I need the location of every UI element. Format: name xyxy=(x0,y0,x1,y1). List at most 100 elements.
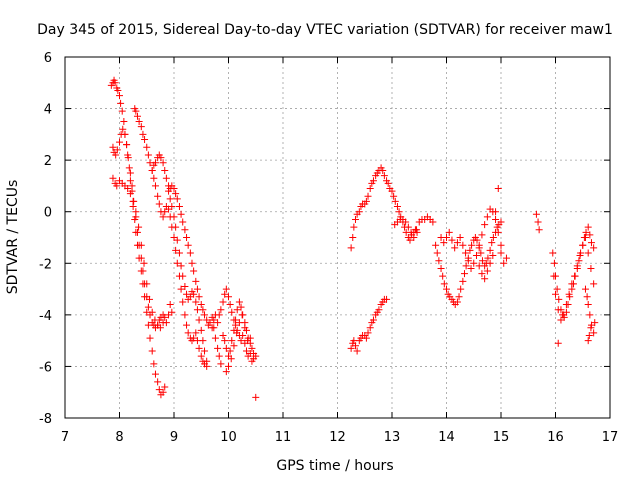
data-point xyxy=(565,290,573,298)
data-point xyxy=(492,215,500,223)
data-point xyxy=(211,334,219,342)
data-point xyxy=(557,316,565,324)
data-point xyxy=(439,272,447,280)
data-point xyxy=(478,270,486,278)
data-point xyxy=(150,174,158,182)
y-tick-label: -4 xyxy=(39,309,52,324)
data-point xyxy=(457,285,465,293)
data-point xyxy=(151,316,159,324)
data-point xyxy=(464,257,472,265)
data-point xyxy=(384,179,392,187)
y-tick-label: -2 xyxy=(39,257,52,272)
data-point xyxy=(497,249,505,257)
x-tick-label: 11 xyxy=(275,430,292,445)
data-point xyxy=(453,239,461,247)
data-point xyxy=(532,210,540,218)
y-tick-label: -6 xyxy=(39,360,52,375)
data-point xyxy=(550,272,558,280)
data-point xyxy=(221,290,229,298)
data-point xyxy=(221,337,229,345)
series-arc-l xyxy=(391,213,437,241)
data-point xyxy=(486,259,494,267)
x-tick-label: 17 xyxy=(602,430,619,445)
data-point xyxy=(453,298,461,306)
data-point xyxy=(139,130,147,138)
data-point xyxy=(144,303,152,311)
data-point xyxy=(124,154,132,162)
series-arc-r xyxy=(550,234,598,324)
data-point xyxy=(151,182,159,190)
data-point xyxy=(222,368,230,376)
data-point xyxy=(148,308,156,316)
data-point xyxy=(587,264,595,272)
data-point xyxy=(132,208,140,216)
data-point xyxy=(585,331,593,339)
data-point xyxy=(181,226,189,234)
data-point xyxy=(155,386,163,394)
data-point xyxy=(151,159,159,167)
data-point xyxy=(148,347,156,355)
data-point xyxy=(173,259,181,267)
data-point xyxy=(391,197,399,205)
data-point xyxy=(195,344,203,352)
data-point xyxy=(584,301,592,309)
data-point xyxy=(143,143,151,151)
data-point xyxy=(483,267,491,275)
data-point xyxy=(554,339,562,347)
data-point xyxy=(347,244,355,252)
data-point xyxy=(146,334,154,342)
data-point xyxy=(432,241,440,249)
series-arc-a xyxy=(107,76,169,399)
data-point xyxy=(183,321,191,329)
data-point xyxy=(484,254,492,262)
chart-title: Day 345 of 2015, Sidereal Day-to-day VTE… xyxy=(37,22,613,38)
data-point xyxy=(250,350,258,358)
data-point xyxy=(550,259,558,267)
data-point xyxy=(190,290,198,298)
data-point xyxy=(440,239,448,247)
data-point xyxy=(137,241,145,249)
data-point xyxy=(226,347,234,355)
data-point xyxy=(172,223,180,231)
data-point xyxy=(121,130,129,138)
data-point xyxy=(429,218,437,226)
data-point xyxy=(555,295,563,303)
data-point xyxy=(141,136,149,144)
data-point xyxy=(120,117,128,125)
data-point xyxy=(395,208,403,216)
data-point xyxy=(568,280,576,288)
data-point xyxy=(459,277,467,285)
data-point xyxy=(225,362,232,370)
data-point xyxy=(475,262,483,270)
data-point xyxy=(246,334,254,342)
data-point xyxy=(133,228,141,236)
data-point xyxy=(227,355,235,363)
data-point xyxy=(443,234,450,241)
data-point xyxy=(456,234,464,241)
data-point xyxy=(248,344,256,352)
data-point xyxy=(562,301,570,309)
data-point xyxy=(159,159,167,167)
series-arc-d xyxy=(131,105,211,370)
data-point xyxy=(137,254,145,262)
data-point xyxy=(362,197,370,205)
data-point xyxy=(203,357,211,365)
data-point xyxy=(353,347,361,355)
data-point xyxy=(486,246,494,254)
data-point xyxy=(472,252,480,260)
data-point xyxy=(475,244,483,252)
data-point xyxy=(109,143,117,151)
y-tick-label: 6 xyxy=(44,51,52,66)
data-point xyxy=(462,249,470,257)
data-point xyxy=(222,344,230,352)
data-point xyxy=(586,311,594,319)
x-tick-label: 15 xyxy=(493,430,510,445)
data-point xyxy=(150,360,158,368)
data-point xyxy=(239,331,247,339)
data-point xyxy=(145,295,153,303)
data-point xyxy=(139,267,147,275)
data-point xyxy=(355,208,363,216)
data-point xyxy=(217,360,225,368)
series-arc-h xyxy=(219,298,258,360)
